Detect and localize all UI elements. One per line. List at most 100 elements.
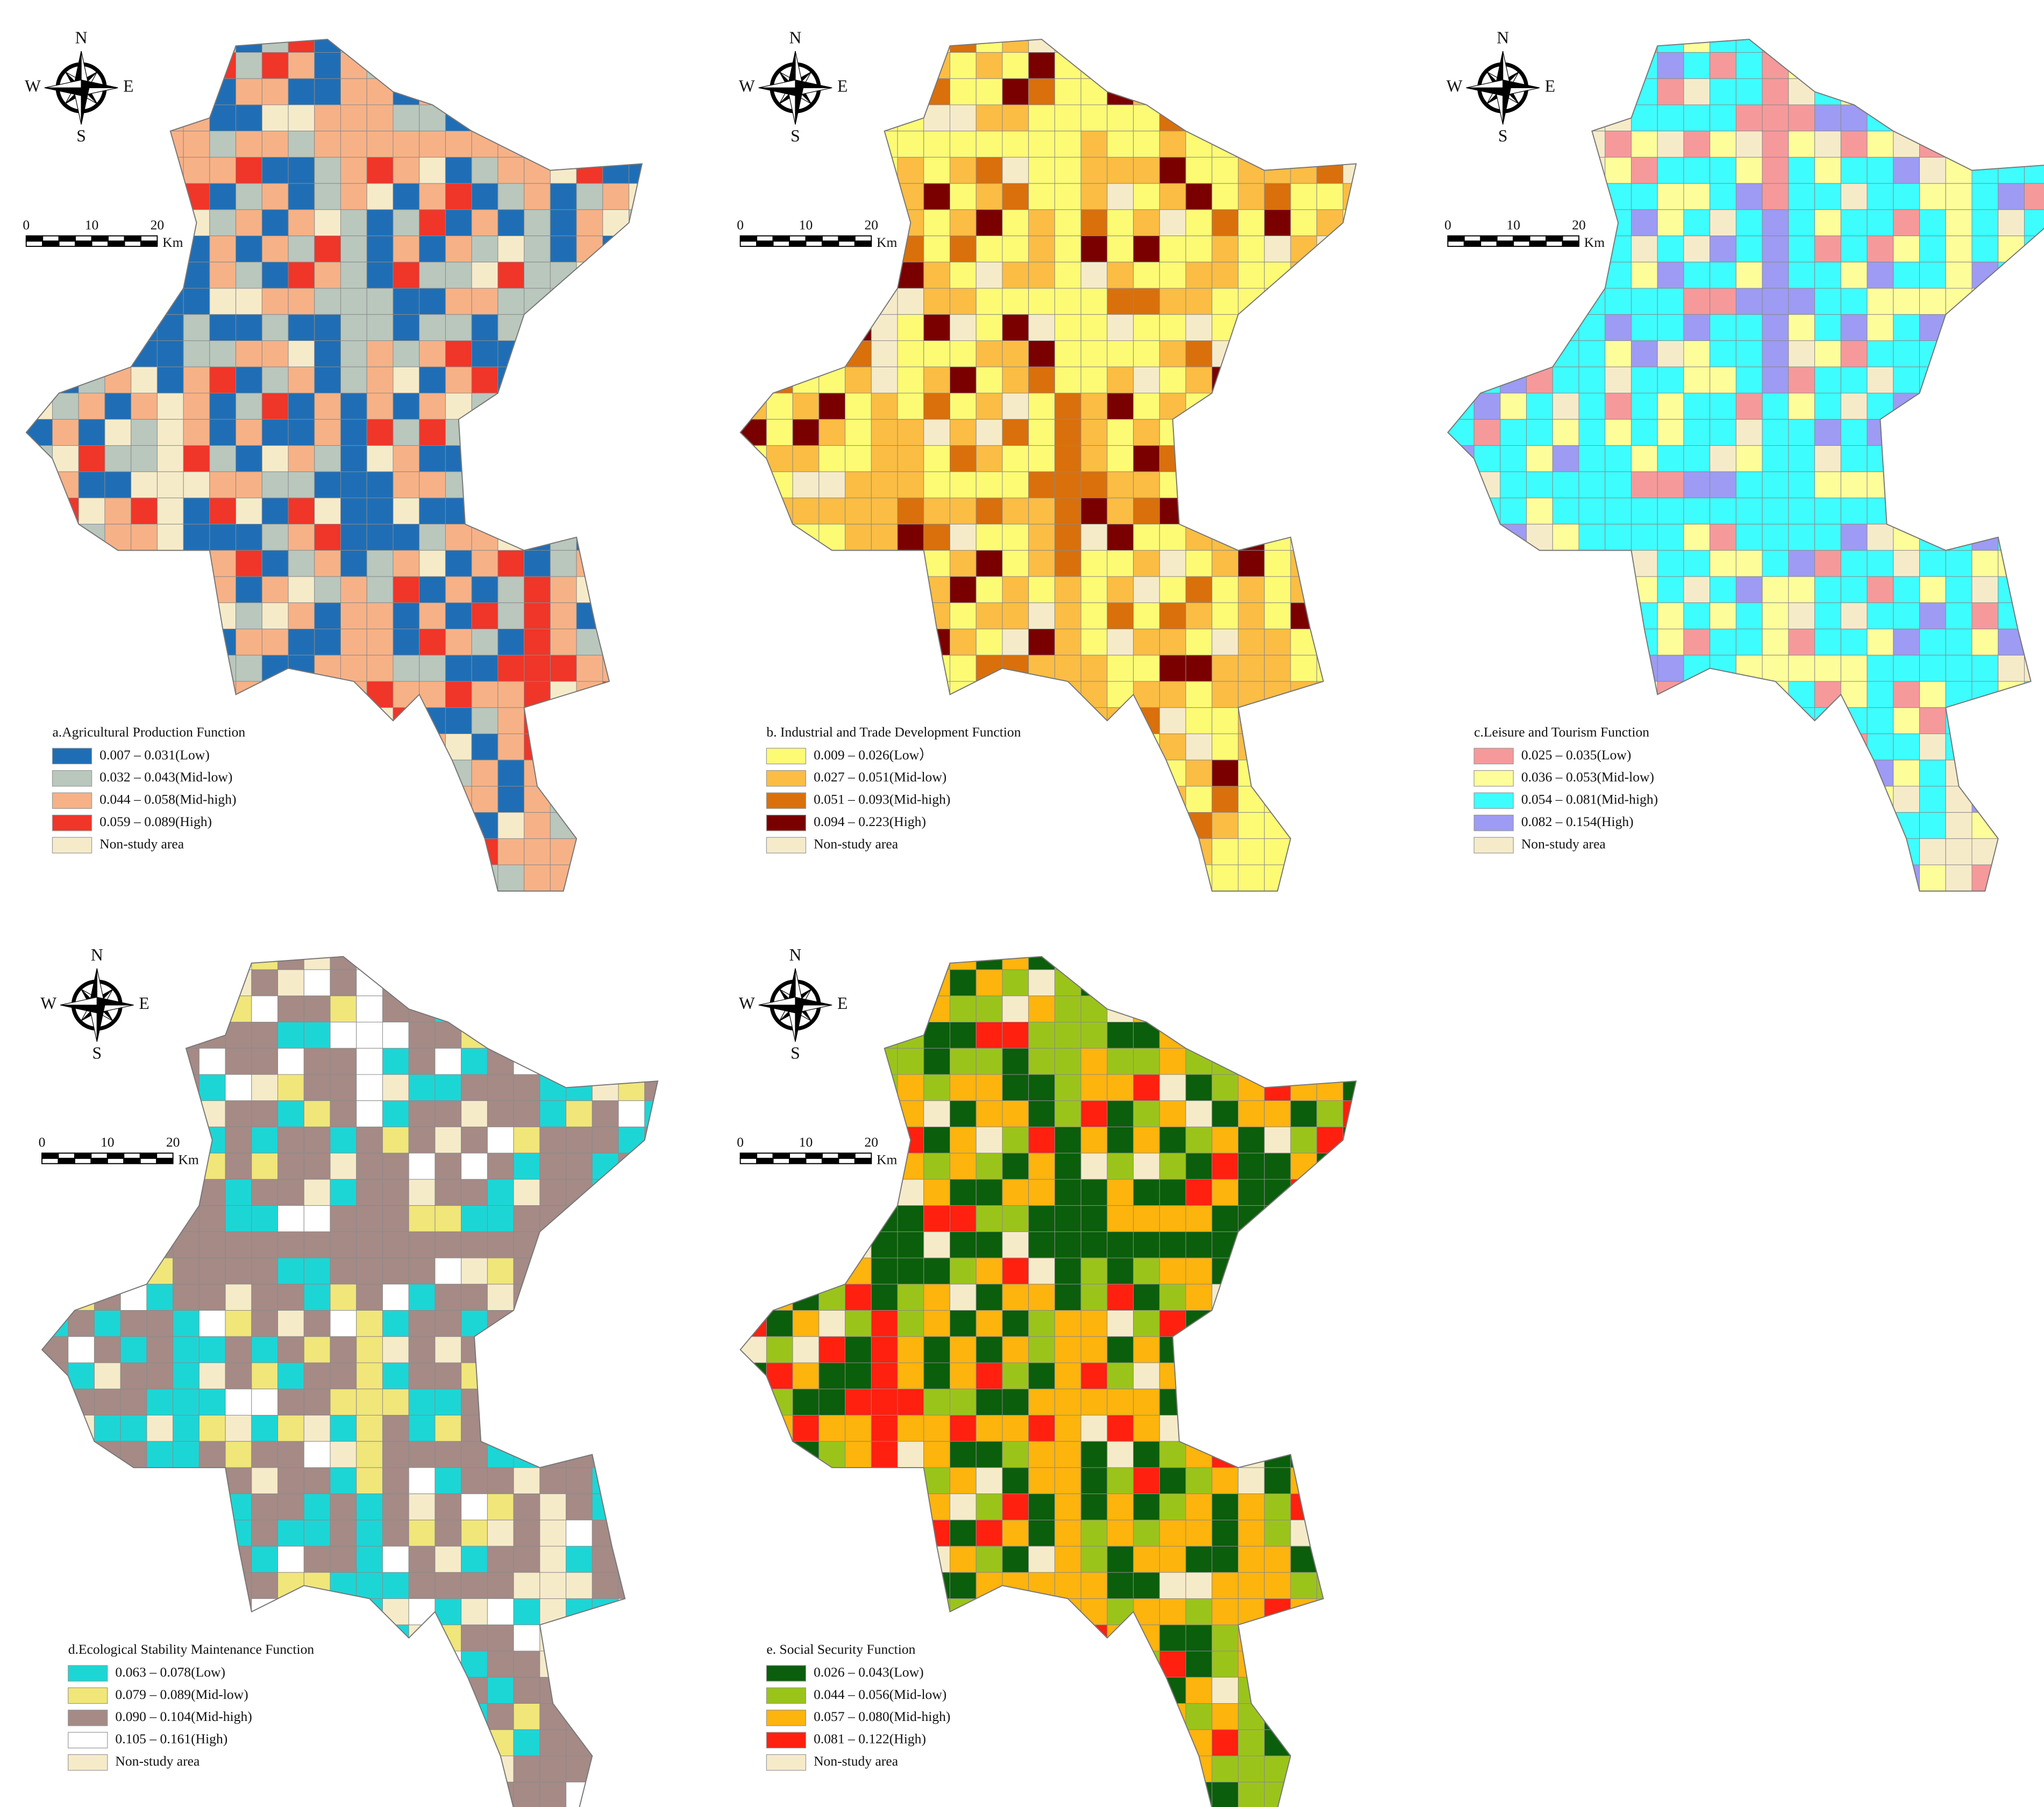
region xyxy=(950,524,977,551)
region xyxy=(618,1100,645,1127)
scale-segment xyxy=(821,1157,839,1164)
region xyxy=(419,209,446,237)
region xyxy=(897,1782,924,1807)
region xyxy=(1238,340,1265,367)
region xyxy=(818,1310,846,1337)
region xyxy=(330,1074,357,1101)
region xyxy=(766,1074,793,1101)
region xyxy=(1002,1389,1029,1415)
region xyxy=(576,733,603,760)
region xyxy=(198,1231,226,1258)
region xyxy=(1002,1179,1029,1206)
region xyxy=(1657,288,1684,315)
region xyxy=(1054,707,1081,734)
region xyxy=(1264,104,1291,132)
region xyxy=(104,39,132,53)
region xyxy=(173,1022,200,1049)
region xyxy=(1552,104,1579,132)
region xyxy=(1107,1519,1134,1547)
region xyxy=(513,1598,540,1625)
region xyxy=(1290,1284,1317,1311)
region xyxy=(1526,52,1553,79)
region xyxy=(209,209,237,237)
region xyxy=(120,1598,147,1625)
region xyxy=(209,838,237,865)
region xyxy=(845,340,872,367)
region xyxy=(1683,629,1711,656)
region xyxy=(471,419,498,446)
region xyxy=(1133,1519,1160,1547)
region xyxy=(792,1100,820,1127)
region xyxy=(1710,314,1736,341)
region xyxy=(366,209,394,237)
scale-unit: Km xyxy=(877,1152,897,1168)
region xyxy=(1133,1074,1160,1101)
region xyxy=(740,497,741,525)
region xyxy=(602,52,630,79)
region xyxy=(950,1729,977,1756)
region xyxy=(592,1572,619,1599)
region xyxy=(539,1467,567,1495)
region xyxy=(1159,733,1186,760)
region xyxy=(461,1729,488,1756)
region xyxy=(975,39,1003,53)
region xyxy=(644,1336,658,1363)
region xyxy=(1054,236,1081,262)
region xyxy=(592,1231,619,1258)
scale-label: 20 xyxy=(865,217,879,232)
region xyxy=(1500,288,1527,315)
region xyxy=(26,497,27,525)
region xyxy=(1840,366,1868,394)
region xyxy=(173,1100,200,1127)
region xyxy=(1631,629,1658,656)
region xyxy=(1971,812,1999,839)
region xyxy=(1133,550,1160,577)
region xyxy=(1290,78,1317,105)
region xyxy=(740,1231,741,1258)
region xyxy=(26,550,53,577)
region xyxy=(1631,156,1658,184)
region xyxy=(766,340,793,367)
region xyxy=(131,393,158,420)
region xyxy=(513,1677,540,1704)
region xyxy=(1919,733,1946,760)
region xyxy=(1080,956,1108,970)
region xyxy=(340,864,367,891)
region xyxy=(408,1336,436,1363)
region xyxy=(1028,1677,1055,1704)
region xyxy=(602,131,630,158)
region xyxy=(340,39,367,53)
region xyxy=(740,786,741,813)
region xyxy=(1500,183,1527,210)
region xyxy=(923,1546,950,1573)
region xyxy=(1867,471,1894,499)
region xyxy=(1342,445,1356,472)
region xyxy=(740,1677,741,1704)
region xyxy=(1710,445,1736,472)
region xyxy=(950,550,977,577)
region xyxy=(408,1257,436,1285)
region xyxy=(183,864,210,891)
region xyxy=(198,1598,226,1625)
region xyxy=(1316,1257,1343,1285)
region xyxy=(1264,759,1291,787)
region xyxy=(120,1205,147,1232)
region xyxy=(209,366,237,394)
region xyxy=(950,1677,977,1704)
region xyxy=(818,1546,846,1573)
region xyxy=(1998,78,2025,105)
region xyxy=(131,445,158,472)
region xyxy=(393,104,420,132)
region xyxy=(183,891,210,917)
region xyxy=(303,995,331,1022)
region xyxy=(845,576,872,603)
region xyxy=(740,393,741,420)
region xyxy=(975,1624,1003,1652)
region xyxy=(1578,393,1606,420)
region xyxy=(419,471,446,499)
region xyxy=(445,891,472,917)
region xyxy=(251,1048,279,1075)
region xyxy=(471,261,498,289)
region xyxy=(1264,471,1291,499)
region xyxy=(740,1389,741,1415)
